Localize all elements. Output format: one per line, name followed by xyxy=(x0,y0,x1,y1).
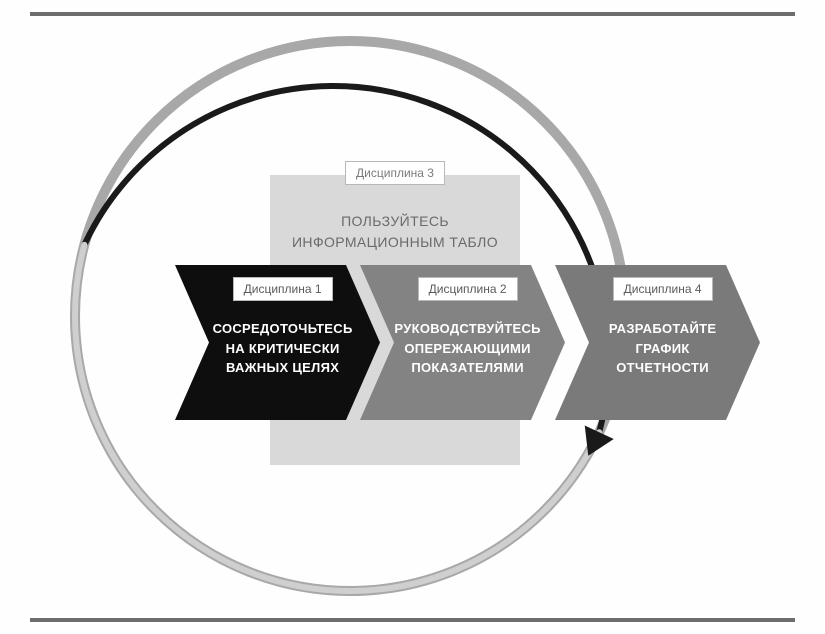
diagram-stage: Дисциплина 3 ПОЛЬЗУЙТЕСЬ ИНФОРМАЦИОННЫМ … xyxy=(0,0,825,634)
discipline-3-text: ПОЛЬЗУЙТЕСЬ ИНФОРМАЦИОННЫМ ТАБЛО xyxy=(270,211,520,253)
discipline-1-chevron: Дисциплина 1 СОСРЕДОТОЧЬТЕСЬ НА КРИТИЧЕС… xyxy=(175,265,380,420)
discipline-4-title: РАЗРАБОТАЙТЕ ГРАФИК ОТЧЕТНОСТИ xyxy=(609,319,717,378)
discipline-2-title: РУКОВОДСТВУЙТЕСЬ ОПЕРЕЖАЮЩИМИ ПОКАЗАТЕЛЯ… xyxy=(394,319,540,378)
discipline-2-label: Дисциплина 2 xyxy=(418,277,518,301)
discipline-4-label: Дисциплина 4 xyxy=(613,277,713,301)
discipline-1-label: Дисциплина 1 xyxy=(233,277,333,301)
discipline-3-label: Дисциплина 3 xyxy=(345,161,445,185)
discipline-4-chevron: Дисциплина 4 РАЗРАБОТАЙТЕ ГРАФИК ОТЧЕТНО… xyxy=(555,265,760,420)
discipline-2-chevron: Дисциплина 2 РУКОВОДСТВУЙТЕСЬ ОПЕРЕЖАЮЩИ… xyxy=(360,265,565,420)
discipline-1-title: СОСРЕДОТОЧЬТЕСЬ НА КРИТИЧЕСКИ ВАЖНЫХ ЦЕЛ… xyxy=(213,319,353,378)
